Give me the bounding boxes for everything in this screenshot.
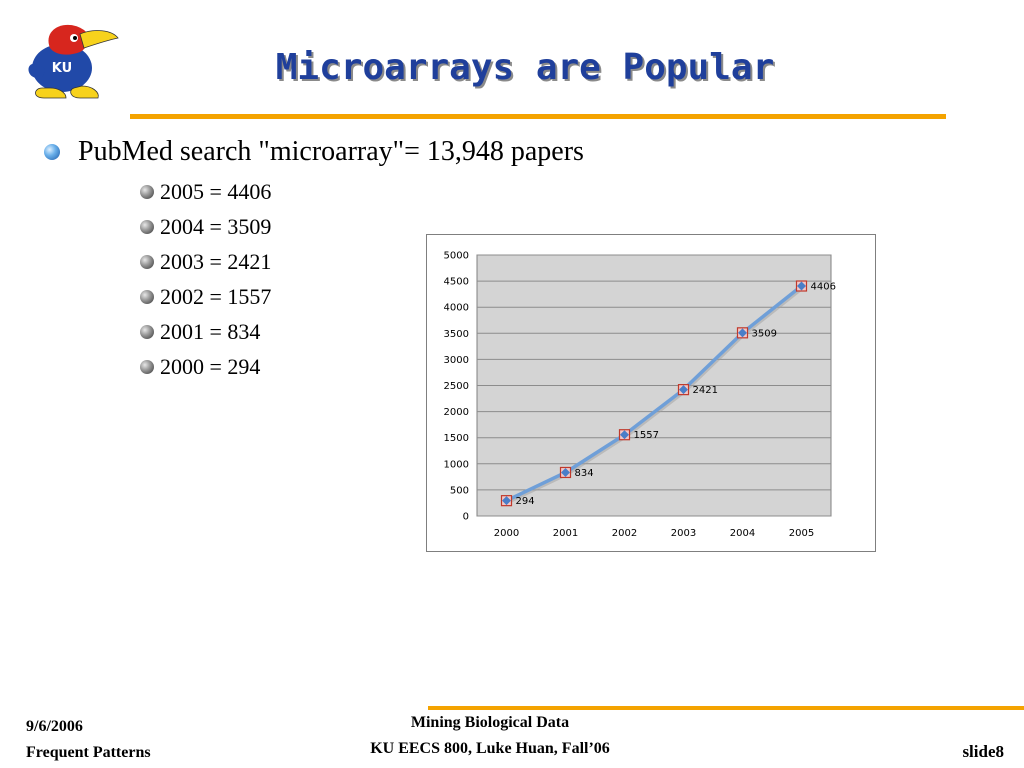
sub-bullet: 2000 = 294: [140, 349, 271, 384]
slide-title: Microarrays are Popular: [275, 47, 775, 88]
logo-body: [32, 44, 92, 92]
sub-bullet-text: 2000 = 294: [160, 353, 261, 379]
x-tick-label: 2000: [494, 528, 519, 539]
y-tick-label: 2500: [444, 381, 469, 392]
y-tick-label: 0: [463, 512, 469, 523]
footer-course-info: KU EECS 800, Luke Huan, Fall’06: [370, 740, 610, 757]
data-label: 3509: [752, 328, 777, 339]
logo-text: KU: [52, 61, 72, 76]
data-label: 4406: [811, 282, 836, 293]
y-tick-label: 3500: [444, 329, 469, 340]
sub-bullet-list: 2005 = 4406 2004 = 3509 2003 = 2421 2002…: [140, 174, 271, 384]
grey-bullet-icon: [140, 324, 154, 339]
sub-bullet-text: 2002 = 1557: [160, 283, 272, 309]
sub-bullet-text: 2003 = 2421: [160, 248, 272, 274]
sub-bullet-text: 2005 = 4406: [160, 178, 272, 204]
data-point-diamond: [738, 328, 747, 338]
y-tick-label: 5000: [444, 251, 469, 262]
sub-bullet-text: 2004 = 3509: [160, 213, 272, 239]
x-tick-label: 2004: [730, 528, 755, 539]
y-tick-label: 2000: [444, 407, 469, 418]
data-point-diamond: [620, 430, 629, 440]
logo-beak: [79, 30, 119, 49]
blue-bullet-icon: [44, 144, 60, 160]
grey-bullet-icon: [140, 254, 154, 269]
grey-bullet-icon: [140, 289, 154, 304]
x-tick-label: 2003: [671, 528, 696, 539]
ku-jayhawk-logo: KU: [28, 24, 119, 99]
grey-bullet-icon: [140, 219, 154, 234]
data-point-diamond: [797, 281, 806, 291]
y-tick-label: 4000: [444, 303, 469, 314]
logo-head: [48, 24, 89, 55]
sub-bullet: 2004 = 3509: [140, 209, 271, 244]
data-label: 1557: [634, 430, 659, 441]
main-bullet-text: PubMed search "microarray"= 13,948 paper…: [78, 136, 584, 167]
data-point-diamond: [502, 496, 511, 506]
y-tick-label: 3000: [444, 355, 469, 366]
footer-slide-number: slide8: [962, 742, 1004, 761]
y-tick-label: 1500: [444, 433, 469, 444]
title-divider: [130, 114, 946, 119]
series-line: [505, 284, 803, 503]
data-label: 294: [516, 496, 535, 507]
footer-date: 9/6/2006: [26, 718, 83, 735]
footer-topic: Frequent Patterns: [26, 744, 151, 761]
grey-bullet-icon: [140, 184, 154, 199]
sub-bullet: 2005 = 4406: [140, 174, 271, 209]
x-tick-label: 2002: [612, 528, 637, 539]
footer-divider: [428, 706, 1024, 710]
x-tick-label: 2001: [553, 528, 578, 539]
sub-bullet: 2003 = 2421: [140, 244, 271, 279]
grey-bullet-icon: [140, 359, 154, 374]
y-tick-label: 1000: [444, 459, 469, 470]
data-label: 834: [575, 468, 594, 479]
data-label: 2421: [693, 385, 718, 396]
y-tick-label: 4500: [444, 277, 469, 288]
sub-bullet-text: 2001 = 834: [160, 318, 261, 344]
data-point-diamond: [561, 467, 570, 477]
line-chart: 0 500 1000 1500 2000 2500 3000 3500 4000 4500 5000…: [444, 251, 836, 540]
sub-bullet: 2002 = 1557: [140, 279, 271, 314]
logo-shoe-right: [70, 85, 99, 99]
x-tick-label: 2005: [789, 528, 814, 539]
y-tick-label: 500: [450, 485, 469, 496]
footer-course-title: Mining Biological Data: [410, 714, 570, 731]
data-point-diamond: [679, 385, 688, 395]
main-bullet: PubMed search "microarray"= 13,948 paper…: [44, 136, 584, 168]
logo-shoe-left: [35, 87, 67, 99]
chart-frame: 0 500 1000 1500 2000 2500 3000 3500 4000 4500 5000…: [426, 234, 876, 552]
sub-bullet: 2001 = 834: [140, 314, 271, 349]
